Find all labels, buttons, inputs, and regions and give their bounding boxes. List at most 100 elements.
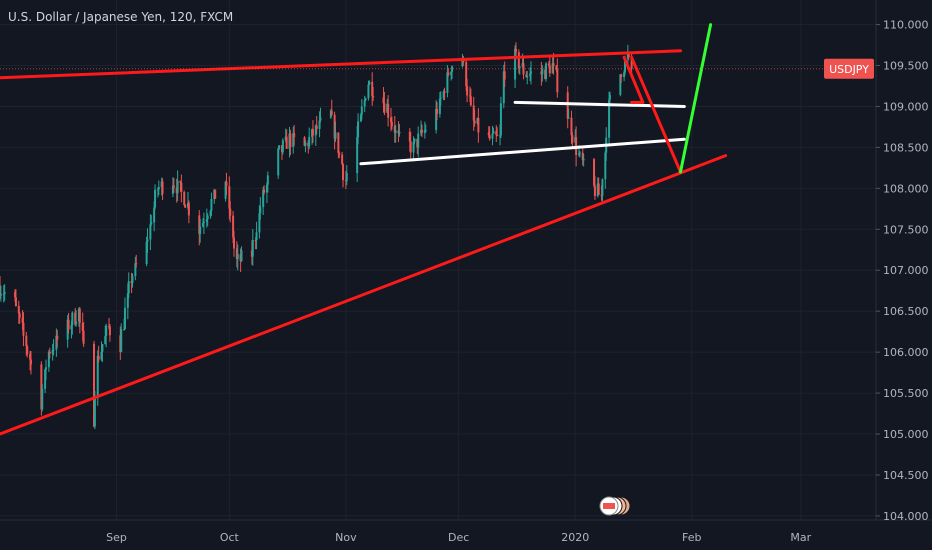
candle-body [319,117,322,121]
candle-body [96,355,99,398]
candle-body [420,129,423,133]
candle-body [156,189,159,191]
trendline-red[interactable] [0,49,682,80]
candle-body [593,159,596,186]
candle-body [17,306,20,314]
candle-body [363,100,366,107]
candle-body [281,140,284,152]
candle-body [134,263,137,277]
x-tick-label: Oct [220,531,240,544]
candle-body [424,130,427,132]
candle-body [468,95,471,97]
candle-body [293,133,296,138]
candle-body [522,63,525,75]
candle-body [202,222,205,227]
candle-body [356,137,359,174]
candle-body [0,293,2,296]
candle-body [229,208,232,216]
projection-red[interactable] [630,55,682,174]
candle-body [439,97,442,99]
drawings[interactable] [0,23,728,436]
y-tick-label: 108.000 [883,182,929,195]
trendline-white[interactable] [513,100,686,108]
projection-red[interactable] [622,55,645,104]
candle-body [67,319,70,330]
symbol-badge-background [824,58,874,79]
candle-body [224,181,227,199]
candle-body [25,335,28,347]
candle-body [311,129,314,136]
projection-green[interactable] [679,23,713,174]
candle-body [145,241,148,264]
candle-body [228,186,231,209]
candle-body [277,148,280,176]
candle-body [199,226,202,234]
candle-body [97,355,100,360]
candle-body [423,130,426,133]
candle-body [29,354,32,360]
candle-body [198,215,201,234]
candle-body [514,48,517,80]
time-axis[interactable]: Sep Oct Nov Dec 2020 Feb Mar [106,531,811,544]
grid [0,0,876,520]
candle-body [154,189,157,208]
trendline-red[interactable] [0,154,728,436]
candle-body [314,125,317,136]
candle-body [503,71,506,80]
price-axis[interactable]: 104.000 104.500 105.000 105.500 106.000 106.5… [876,19,929,523]
candle-body [232,237,235,249]
candle-body [232,215,235,238]
x-tick-label: Feb [682,531,701,544]
candle-body [184,204,187,208]
y-tick-label: 105.000 [883,428,929,441]
candle-body [157,186,160,190]
candle-body [619,74,622,95]
candle-body [334,132,337,139]
candle-body [172,185,175,188]
candle-body [127,281,130,294]
candle-body [545,63,548,80]
y-tick-label: 104.500 [883,469,929,482]
candle-body [153,207,156,223]
y-tick-label: 104.000 [883,510,929,523]
candle-body [435,108,438,131]
candle-body [289,133,292,147]
candle-body [608,94,611,100]
trendline-white[interactable] [359,137,686,166]
candle-body [496,134,499,136]
candle-body [472,105,475,121]
candle-body [108,325,111,327]
candle-body [18,313,21,318]
candle-body [146,239,149,242]
candle-body [597,183,600,195]
candle-body [240,250,243,262]
candle-body [123,329,126,331]
candle-body [315,125,318,129]
candle-body [255,232,258,241]
candle-body [623,72,626,78]
candle-body [171,185,174,194]
candle-body [21,317,24,323]
candle-body [492,131,495,134]
y-tick-label: 109.500 [883,60,929,73]
candle-body [183,191,186,205]
y-tick-label: 106.000 [883,346,929,359]
candle-body [318,120,321,129]
candle-body [48,351,51,354]
candle-body [555,65,558,70]
candle-body [495,131,498,135]
candle-body [225,181,228,187]
candle-body [359,114,362,122]
y-tick-label: 105.500 [883,387,929,400]
candle-body [413,138,416,142]
candle-body [75,321,78,325]
x-tick-label: Nov [335,531,357,544]
candle-body [149,224,152,240]
candle-body [278,145,281,149]
candle-body [360,106,363,115]
candle-body [100,351,103,360]
candle-body [466,85,469,96]
events-icon[interactable] [599,496,631,516]
